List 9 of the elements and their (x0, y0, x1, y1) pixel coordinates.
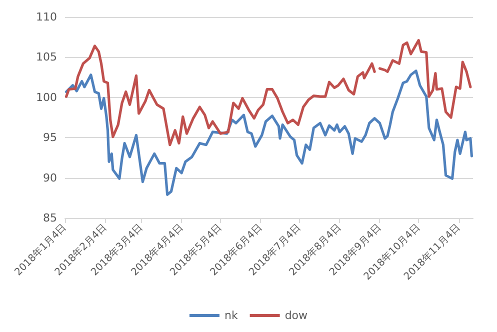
line-series (64, 70, 474, 196)
legend-label: nk (224, 309, 238, 322)
y-tick-label: 100 (36, 90, 57, 104)
y-tick-label: 95 (43, 131, 57, 144)
y-tick-label: 90 (43, 171, 57, 184)
y-tick-label: 85 (43, 212, 57, 224)
y-tick-label: 105 (36, 50, 57, 64)
y-tick-label: 110 (36, 10, 57, 24)
legend-label: dow (284, 309, 308, 322)
